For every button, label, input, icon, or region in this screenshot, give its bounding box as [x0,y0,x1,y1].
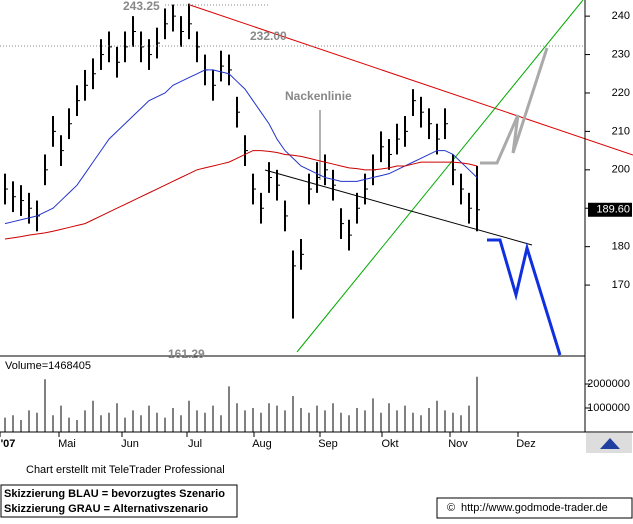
y-tick-label: 210 [612,125,630,137]
x-tick-label: '07 [1,438,16,450]
y-tick-label: 200 [612,164,630,176]
url: http://www.godmode-trader.de [461,502,608,514]
uptrend-line [296,0,584,353]
volume-tick-label: 2000000 [587,378,630,390]
moving-average [4,69,478,225]
copyright-sign: © [447,502,455,514]
y-tick-label: 240 [612,10,630,22]
annotation: 161.29 [168,347,205,361]
volume-tick-label: 1000000 [587,402,630,414]
x-tick-label: Jun [121,438,139,450]
x-tick-label: Mai [58,438,76,450]
legend-box [0,484,238,518]
annotation: Nackenlinie [285,89,352,103]
x-tick-label: Nov [448,438,468,450]
y-tick-label: 170 [612,279,630,291]
gray-scenario [480,47,549,165]
x-tick-label: Sep [318,438,338,450]
volume-label: Volume=1468405 [5,360,91,372]
x-tick-label: Jul [188,438,202,450]
y-tick-label: 220 [612,87,630,99]
x-tick-label: Aug [252,438,272,450]
last-price-box [588,202,632,217]
annotation: 232.00 [250,29,287,43]
blue-scenario [487,238,562,356]
url-box [436,497,633,519]
annotation: 243.25 [123,0,160,13]
footer: Chart erstellt mit TeleTrader Profession… [26,464,225,476]
legend-gray: Skizzierung GRAU = Alternativszenario [4,503,208,515]
x-tick-label: Okt [381,438,398,450]
x-tick-label: Dez [516,438,536,450]
downtrend-line [189,4,633,156]
legend-blue: Skizzierung BLAU = bevorzugtes Szenario [4,488,225,500]
moving-average [4,150,478,240]
y-tick-label: 180 [612,241,630,253]
y-tick-label: 230 [612,48,630,60]
corner-icon [600,438,620,449]
last-price-label: 189.60 [596,204,630,216]
